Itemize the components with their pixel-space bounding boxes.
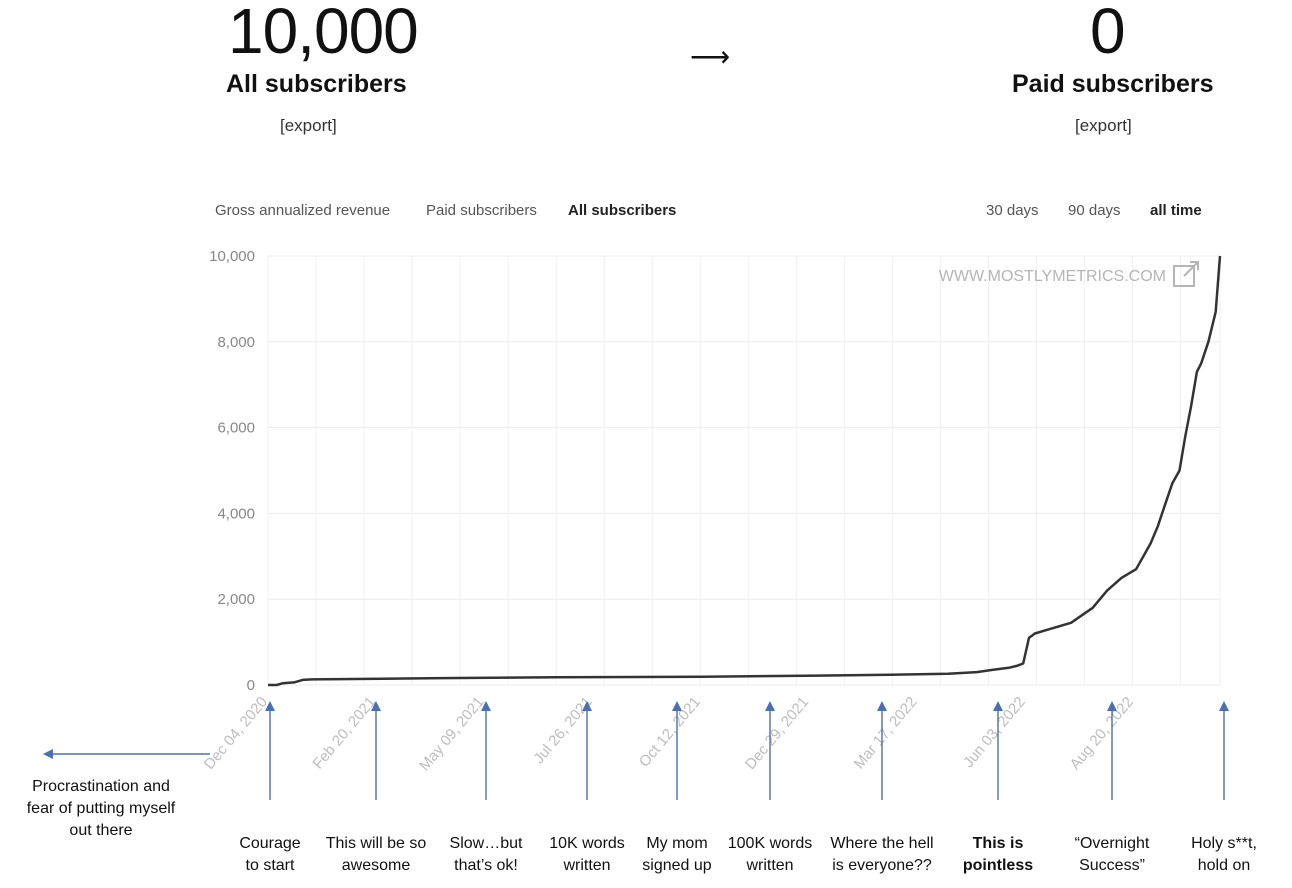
y-tick-label: 8,000 xyxy=(217,334,255,351)
paid-subscribers-count: 0 xyxy=(1090,0,1126,67)
y-tick-label: 0 xyxy=(247,677,255,694)
x-tick-label: Mar 17, 2022 xyxy=(851,694,921,773)
annotation-label: 10K words written xyxy=(549,835,625,874)
range-30-days[interactable]: 30 days xyxy=(986,202,1039,219)
all-subscribers-count: 10,000 xyxy=(228,0,419,67)
all-subscribers-label: All subscribers xyxy=(226,70,407,98)
left-note: Procrastination and fear of putting myse… xyxy=(26,778,176,839)
annotation-label: This will be so awesome xyxy=(325,835,427,874)
annotation-label: “Overnight Success” xyxy=(1074,835,1150,874)
range-90-days[interactable]: 90 days xyxy=(1068,202,1121,219)
annotation-label: Slow…but that’s ok! xyxy=(449,835,523,874)
y-tick-label: 6,000 xyxy=(217,420,255,437)
external-link-icon[interactable] xyxy=(1173,261,1199,287)
y-tick-label: 4,000 xyxy=(217,505,255,522)
watermark-text: WWW.MOSTLYMETRICS.COM xyxy=(939,268,1166,285)
y-tick-label: 10,000 xyxy=(209,248,255,265)
x-tick-label: Jun 03, 2022 xyxy=(960,694,1029,771)
annotation-label: Holy s**t, hold on xyxy=(1191,835,1257,874)
paid-subscribers-label: Paid subscribers xyxy=(1012,70,1214,98)
range-all-time[interactable]: all time xyxy=(1150,202,1202,219)
paid-subscribers-export-link[interactable]: [export] xyxy=(1075,116,1132,135)
x-tick-label: Dec 29, 2021 xyxy=(742,694,812,773)
x-tick-label: May 09, 2021 xyxy=(416,694,487,775)
all-subscribers-export-link[interactable]: [export] xyxy=(280,116,337,135)
x-tick-label: Aug 20, 2022 xyxy=(1067,694,1137,773)
x-tick-label: Jul 26, 2021 xyxy=(530,694,596,768)
annotation-label: Courage to start xyxy=(239,835,301,874)
annotation-label: My mom signed up xyxy=(642,835,712,874)
y-tick-label: 2,000 xyxy=(217,591,255,608)
all-subscribers-line xyxy=(268,255,1222,687)
tab-all-subscribers[interactable]: All subscribers xyxy=(568,202,677,219)
annotation-label: 100K words written xyxy=(727,835,813,874)
x-tick-label: Oct 12, 2021 xyxy=(636,694,704,771)
x-tick-label: Dec 04, 2020 xyxy=(201,694,271,773)
right-arrow-icon: ⟶ xyxy=(690,41,731,72)
x-tick-label: Feb 20, 2021 xyxy=(309,694,379,773)
annotation-label: This is pointless xyxy=(962,835,1034,874)
tab-paid-subscribers[interactable]: Paid subscribers xyxy=(426,202,537,219)
tab-gross-annualized-revenue[interactable]: Gross annualized revenue xyxy=(215,202,391,219)
annotation-label: Where the hell is everyone?? xyxy=(830,835,934,874)
